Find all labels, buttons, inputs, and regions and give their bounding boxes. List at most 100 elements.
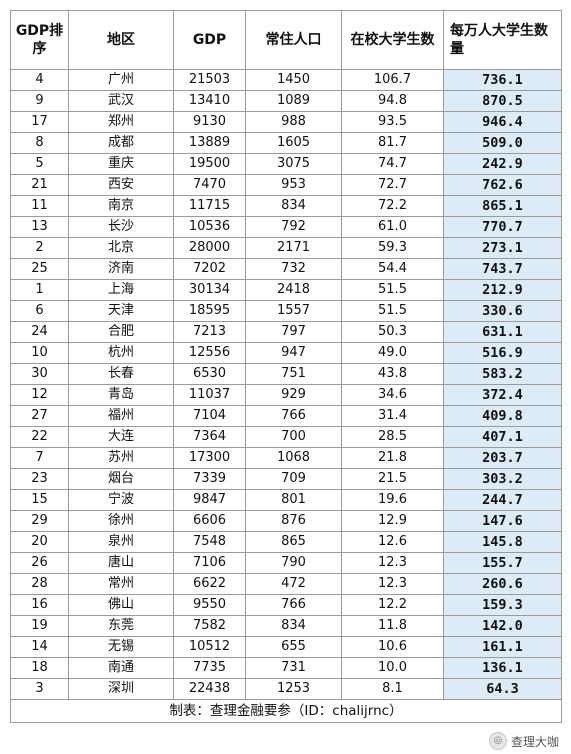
- table-row: 23 烟台 7339 709 21.5 303.2: [10, 468, 562, 490]
- cell-population: 1450: [245, 69, 342, 91]
- cell-population: 766: [245, 405, 342, 427]
- cell-region: 重庆: [68, 153, 174, 175]
- cell-students: 59.3: [341, 237, 444, 259]
- watermark-text: 查理大咖: [510, 734, 559, 749]
- table-row: 15 宁波 9847 801 19.6 244.7: [10, 489, 562, 511]
- cell-gdp-rank: 29: [10, 510, 69, 532]
- cell-gdp-rank: 15: [10, 489, 69, 511]
- cell-students-per-10k: 147.6: [443, 510, 562, 532]
- cell-gdp: 7470: [173, 174, 246, 196]
- header-gdp-rank: GDP排序: [10, 10, 69, 70]
- cell-population: 790: [245, 552, 342, 574]
- table-row: 24 合肥 7213 797 50.3 631.1: [10, 321, 562, 343]
- cell-region: 武汉: [68, 90, 174, 112]
- cell-gdp-rank: 19: [10, 615, 69, 637]
- cell-region: 深圳: [68, 678, 174, 700]
- cell-gdp: 7339: [173, 468, 246, 490]
- cell-students: 21.5: [341, 468, 444, 490]
- cell-students-per-10k: 136.1: [443, 657, 562, 679]
- cell-gdp-rank: 18: [10, 657, 69, 679]
- cell-region: 成都: [68, 132, 174, 154]
- table-row: 13 长沙 10536 792 61.0 770.7: [10, 216, 562, 238]
- cell-gdp-rank: 2: [10, 237, 69, 259]
- cell-students-per-10k: 407.1: [443, 426, 562, 448]
- cell-population: 953: [245, 174, 342, 196]
- cell-region: 西安: [68, 174, 174, 196]
- cell-region: 宁波: [68, 489, 174, 511]
- cell-population: 732: [245, 258, 342, 280]
- cell-population: 3075: [245, 153, 342, 175]
- cell-students: 94.8: [341, 90, 444, 112]
- cell-population: 797: [245, 321, 342, 343]
- cell-students: 34.6: [341, 384, 444, 406]
- cell-region: 郑州: [68, 111, 174, 133]
- cell-students: 11.8: [341, 615, 444, 637]
- cell-gdp: 13410: [173, 90, 246, 112]
- table-row: 30 长春 6530 751 43.8 583.2: [10, 363, 562, 385]
- cell-gdp-rank: 5: [10, 153, 69, 175]
- cell-gdp-rank: 17: [10, 111, 69, 133]
- cell-population: 1557: [245, 300, 342, 322]
- cell-gdp-rank: 6: [10, 300, 69, 322]
- cell-gdp-rank: 25: [10, 258, 69, 280]
- cell-population: 1068: [245, 447, 342, 469]
- cell-population: 766: [245, 594, 342, 616]
- header-population: 常住人口: [245, 10, 342, 70]
- cell-gdp-rank: 8: [10, 132, 69, 154]
- cell-students-per-10k: 303.2: [443, 468, 562, 490]
- cell-gdp: 7582: [173, 615, 246, 637]
- cell-gdp-rank: 26: [10, 552, 69, 574]
- table-row: 11 南京 11715 834 72.2 865.1: [10, 195, 562, 217]
- header-region: 地区: [68, 10, 174, 70]
- table-row: 9 武汉 13410 1089 94.8 870.5: [10, 90, 562, 112]
- cell-students-per-10k: 161.1: [443, 636, 562, 658]
- cell-gdp: 10536: [173, 216, 246, 238]
- header-students-per-10k: 每万人大学生数量: [443, 10, 562, 70]
- cell-students-per-10k: 509.0: [443, 132, 562, 154]
- table-row: 27 福州 7104 766 31.4 409.8: [10, 405, 562, 427]
- table-row: 8 成都 13889 1605 81.7 509.0: [10, 132, 562, 154]
- cell-students-per-10k: 212.9: [443, 279, 562, 301]
- data-table-container: GDP排序 地区 GDP 常住人口 在校大学生数 每万人大学生数量 4 广州 215…: [10, 10, 562, 723]
- cell-students: 54.4: [341, 258, 444, 280]
- cell-gdp: 7548: [173, 531, 246, 553]
- cell-gdp-rank: 21: [10, 174, 69, 196]
- cell-population: 801: [245, 489, 342, 511]
- cell-gdp-rank: 7: [10, 447, 69, 469]
- cell-gdp: 9847: [173, 489, 246, 511]
- cell-students: 19.6: [341, 489, 444, 511]
- cell-students: 21.8: [341, 447, 444, 469]
- cell-region: 济南: [68, 258, 174, 280]
- cell-students-per-10k: 145.8: [443, 531, 562, 553]
- cell-students-per-10k: 203.7: [443, 447, 562, 469]
- cell-region: 青岛: [68, 384, 174, 406]
- cell-population: 865: [245, 531, 342, 553]
- cell-students: 50.3: [341, 321, 444, 343]
- cell-gdp-rank: 27: [10, 405, 69, 427]
- cell-gdp-rank: 12: [10, 384, 69, 406]
- watermark: ◎ 查理大咖: [488, 732, 559, 750]
- cell-region: 广州: [68, 69, 174, 91]
- cell-students-per-10k: 242.9: [443, 153, 562, 175]
- cell-gdp: 28000: [173, 237, 246, 259]
- cell-population: 834: [245, 195, 342, 217]
- cell-students: 51.5: [341, 300, 444, 322]
- cell-gdp-rank: 20: [10, 531, 69, 553]
- cell-region: 唐山: [68, 552, 174, 574]
- cell-region: 南京: [68, 195, 174, 217]
- table-row: 4 广州 21503 1450 106.7 736.1: [10, 69, 562, 91]
- cell-gdp: 9130: [173, 111, 246, 133]
- cell-students: 51.5: [341, 279, 444, 301]
- cell-gdp-rank: 11: [10, 195, 69, 217]
- cell-students: 10.0: [341, 657, 444, 679]
- city-students-table: GDP排序 地区 GDP 常住人口 在校大学生数 每万人大学生数量 4 广州 215…: [10, 10, 562, 723]
- cell-gdp-rank: 1: [10, 279, 69, 301]
- cell-gdp: 7364: [173, 426, 246, 448]
- table-row: 16 佛山 9550 766 12.2 159.3: [10, 594, 562, 616]
- table-row: 19 东莞 7582 834 11.8 142.0: [10, 615, 562, 637]
- cell-students: 49.0: [341, 342, 444, 364]
- header-row: GDP排序 地区 GDP 常住人口 在校大学生数 每万人大学生数量: [10, 10, 562, 70]
- cell-students: 81.7: [341, 132, 444, 154]
- cell-students-per-10k: 155.7: [443, 552, 562, 574]
- cell-population: 2171: [245, 237, 342, 259]
